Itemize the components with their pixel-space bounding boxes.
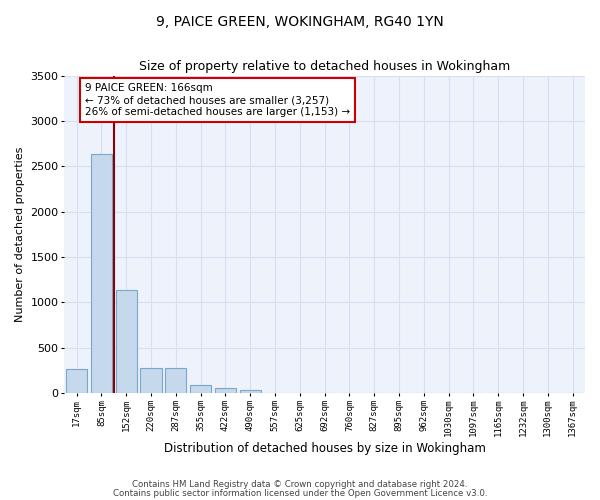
Text: Contains HM Land Registry data © Crown copyright and database right 2024.: Contains HM Land Registry data © Crown c… (132, 480, 468, 489)
Y-axis label: Number of detached properties: Number of detached properties (15, 146, 25, 322)
Bar (140, 368, 161, 394)
Bar (116, 290, 137, 394)
Bar (215, 388, 236, 394)
Bar (91, 154, 112, 394)
Bar (190, 384, 211, 394)
Title: Size of property relative to detached houses in Wokingham: Size of property relative to detached ho… (139, 60, 510, 73)
Bar (66, 369, 87, 394)
X-axis label: Distribution of detached houses by size in Wokingham: Distribution of detached houses by size … (164, 442, 485, 455)
Text: 9, PAICE GREEN, WOKINGHAM, RG40 1YN: 9, PAICE GREEN, WOKINGHAM, RG40 1YN (156, 15, 444, 29)
Bar (239, 390, 261, 394)
Text: Contains public sector information licensed under the Open Government Licence v3: Contains public sector information licen… (113, 488, 487, 498)
Text: 9 PAICE GREEN: 166sqm
← 73% of detached houses are smaller (3,257)
26% of semi-d: 9 PAICE GREEN: 166sqm ← 73% of detached … (85, 84, 350, 116)
Bar (165, 368, 187, 394)
